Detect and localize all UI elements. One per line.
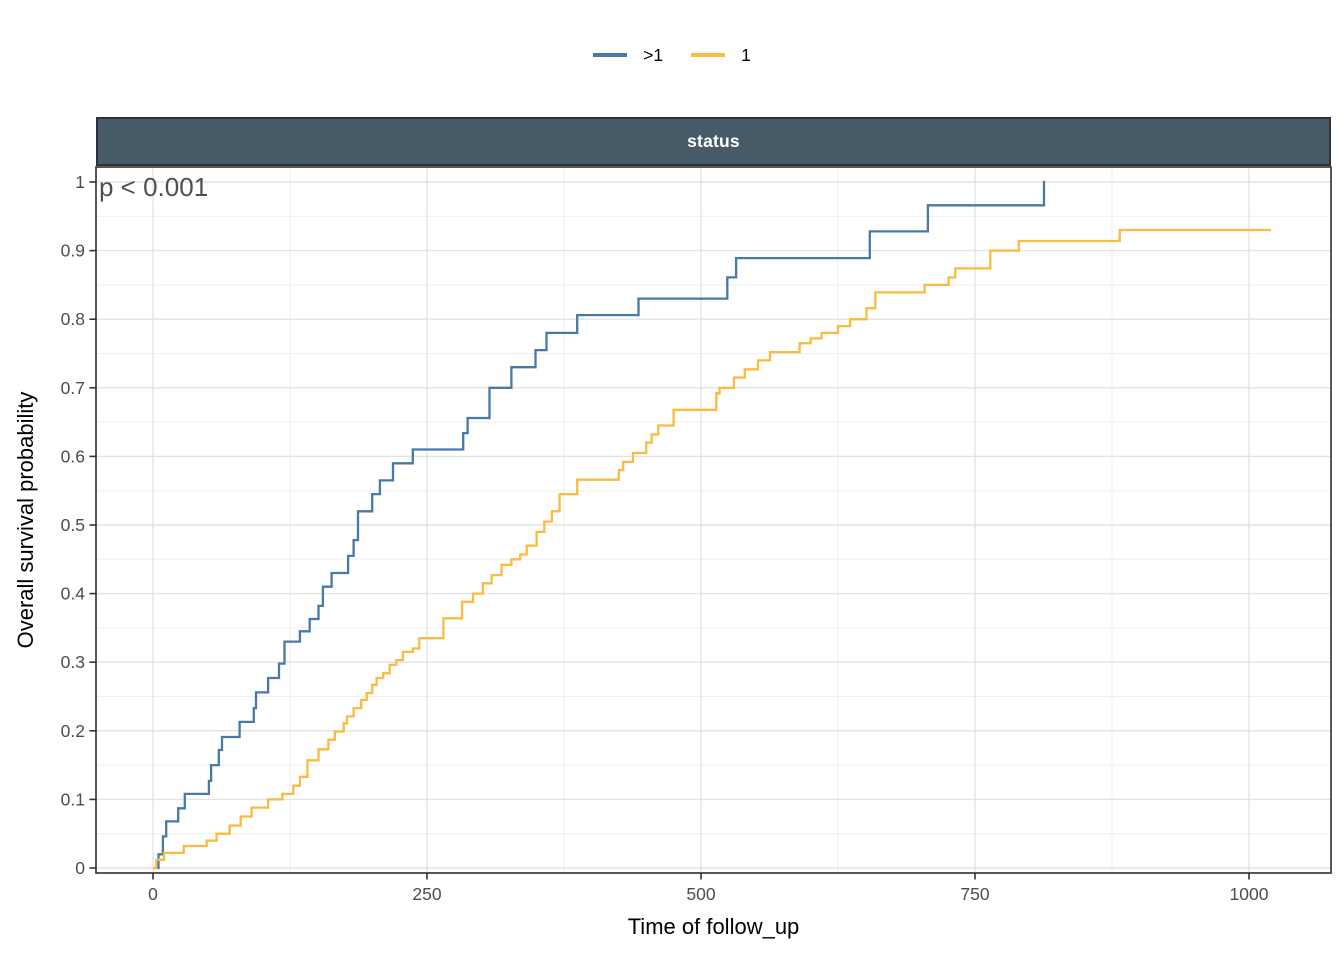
y-axis-title: Overall survival probability bbox=[13, 391, 38, 649]
x-tick-label: 250 bbox=[412, 884, 441, 904]
facet-strip-title: status bbox=[687, 131, 740, 151]
gridlines-minor bbox=[96, 167, 1331, 873]
legend: >1 1 bbox=[0, 38, 1344, 72]
survival-curve-2 bbox=[153, 228, 1271, 870]
facet-strip: status bbox=[96, 117, 1331, 166]
legend-line-swatch bbox=[593, 53, 628, 57]
x-tick-label: 1000 bbox=[1230, 884, 1269, 904]
pvalue-annotation: p < 0.001 bbox=[99, 172, 209, 202]
y-tick-label: 0.8 bbox=[61, 309, 85, 329]
y-tick-label: 0.2 bbox=[61, 721, 85, 741]
axis-tick-labels: 0 250 500 750 1000 0 0.1 0.2 0.3 0.4 0.5 0.6 0.7 0.8 0… bbox=[61, 172, 1269, 904]
axis-ticks bbox=[89, 181, 1250, 880]
y-tick-label: 1 bbox=[75, 172, 85, 192]
y-tick-label: 0.5 bbox=[61, 515, 85, 535]
y-tick-label: 0.6 bbox=[61, 446, 85, 466]
x-tick-label: 750 bbox=[960, 884, 989, 904]
legend-item-1: >1 bbox=[593, 45, 663, 66]
legend-label: 1 bbox=[741, 44, 751, 65]
y-tick-label: 0.7 bbox=[61, 378, 85, 398]
y-tick-label: 0.4 bbox=[61, 584, 86, 604]
legend-line-swatch bbox=[691, 53, 726, 57]
y-tick-label: 0 bbox=[75, 858, 85, 878]
y-tick-label: 0.9 bbox=[61, 241, 85, 261]
x-axis-title: Time of follow_up bbox=[627, 914, 800, 939]
legend-item-2: 1 bbox=[691, 45, 751, 66]
x-tick-label: 0 bbox=[148, 884, 158, 904]
y-tick-label: 0.1 bbox=[61, 789, 85, 809]
y-tick-label: 0.3 bbox=[61, 652, 85, 672]
survival-curve-1 bbox=[153, 180, 1046, 870]
panel-border bbox=[95, 166, 1332, 874]
legend-label: >1 bbox=[643, 44, 664, 65]
x-tick-label: 500 bbox=[686, 884, 715, 904]
gridlines-major bbox=[96, 167, 1331, 873]
